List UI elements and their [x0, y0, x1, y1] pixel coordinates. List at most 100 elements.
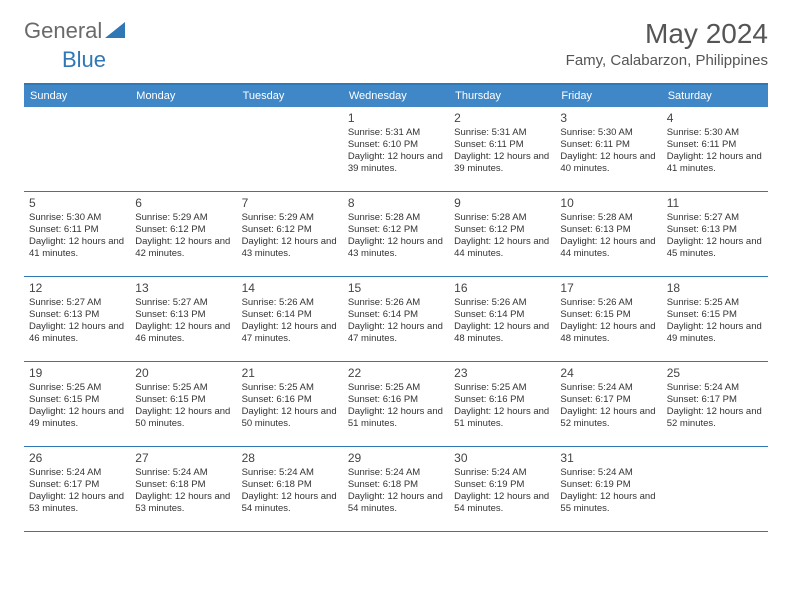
month-title: May 2024 — [566, 18, 768, 50]
dow-thursday: Thursday — [449, 85, 555, 107]
daylight-text: Daylight: 12 hours and 54 minutes. — [348, 491, 444, 515]
sunrise-text: Sunrise: 5:31 AM — [348, 127, 444, 139]
sunset-text: Sunset: 6:18 PM — [242, 479, 338, 491]
dow-tuesday: Tuesday — [237, 85, 343, 107]
daylight-text: Daylight: 12 hours and 54 minutes. — [454, 491, 550, 515]
daylight-text: Daylight: 12 hours and 55 minutes. — [560, 491, 656, 515]
daylight-text: Daylight: 12 hours and 52 minutes. — [560, 406, 656, 430]
daylight-text: Daylight: 12 hours and 46 minutes. — [135, 321, 231, 345]
day-cell: 18Sunrise: 5:25 AMSunset: 6:15 PMDayligh… — [662, 277, 768, 361]
sunrise-text: Sunrise: 5:25 AM — [667, 297, 763, 309]
day-cell: 31Sunrise: 5:24 AMSunset: 6:19 PMDayligh… — [555, 447, 661, 531]
dow-wednesday: Wednesday — [343, 85, 449, 107]
day-number: 4 — [667, 111, 763, 125]
sunrise-text: Sunrise: 5:24 AM — [135, 467, 231, 479]
day-number: 5 — [29, 196, 125, 210]
week-row: 12Sunrise: 5:27 AMSunset: 6:13 PMDayligh… — [24, 277, 768, 362]
day-number: 2 — [454, 111, 550, 125]
sunrise-text: Sunrise: 5:27 AM — [29, 297, 125, 309]
day-cell — [662, 447, 768, 531]
day-cell — [237, 107, 343, 191]
day-number: 23 — [454, 366, 550, 380]
day-number: 3 — [560, 111, 656, 125]
sunrise-text: Sunrise: 5:30 AM — [29, 212, 125, 224]
day-cell: 6Sunrise: 5:29 AMSunset: 6:12 PMDaylight… — [130, 192, 236, 276]
day-number: 15 — [348, 281, 444, 295]
day-cell: 30Sunrise: 5:24 AMSunset: 6:19 PMDayligh… — [449, 447, 555, 531]
daylight-text: Daylight: 12 hours and 51 minutes. — [348, 406, 444, 430]
daylight-text: Daylight: 12 hours and 52 minutes. — [667, 406, 763, 430]
day-cell: 25Sunrise: 5:24 AMSunset: 6:17 PMDayligh… — [662, 362, 768, 446]
sunrise-text: Sunrise: 5:24 AM — [454, 467, 550, 479]
sunrise-text: Sunrise: 5:25 AM — [454, 382, 550, 394]
sunset-text: Sunset: 6:13 PM — [29, 309, 125, 321]
daylight-text: Daylight: 12 hours and 46 minutes. — [29, 321, 125, 345]
sunset-text: Sunset: 6:14 PM — [242, 309, 338, 321]
sunrise-text: Sunrise: 5:24 AM — [560, 382, 656, 394]
sunrise-text: Sunrise: 5:24 AM — [348, 467, 444, 479]
daylight-text: Daylight: 12 hours and 43 minutes. — [348, 236, 444, 260]
weeks-container: 1Sunrise: 5:31 AMSunset: 6:10 PMDaylight… — [24, 107, 768, 532]
daylight-text: Daylight: 12 hours and 40 minutes. — [560, 151, 656, 175]
logo-text-1: General — [24, 18, 102, 44]
sunset-text: Sunset: 6:12 PM — [454, 224, 550, 236]
sunrise-text: Sunrise: 5:24 AM — [242, 467, 338, 479]
daylight-text: Daylight: 12 hours and 54 minutes. — [242, 491, 338, 515]
sunrise-text: Sunrise: 5:30 AM — [560, 127, 656, 139]
day-number: 19 — [29, 366, 125, 380]
day-cell: 3Sunrise: 5:30 AMSunset: 6:11 PMDaylight… — [555, 107, 661, 191]
day-cell — [130, 107, 236, 191]
day-cell: 20Sunrise: 5:25 AMSunset: 6:15 PMDayligh… — [130, 362, 236, 446]
sunrise-text: Sunrise: 5:25 AM — [348, 382, 444, 394]
week-row: 5 Sunrise: 5:30 AMSunset: 6:11 PM Daylight… — [24, 192, 768, 277]
sunrise-text: Sunrise: 5:28 AM — [454, 212, 550, 224]
day-cell: 13Sunrise: 5:27 AMSunset: 6:13 PMDayligh… — [130, 277, 236, 361]
sunrise-text: Sunrise: 5:26 AM — [348, 297, 444, 309]
daylight-text: Daylight: 12 hours and 39 minutes. — [348, 151, 444, 175]
day-number: 18 — [667, 281, 763, 295]
day-cell: 16Sunrise: 5:26 AMSunset: 6:14 PMDayligh… — [449, 277, 555, 361]
sunrise-text: Sunrise: 5:30 AM — [667, 127, 763, 139]
daylight-text: Daylight: 12 hours and 50 minutes. — [135, 406, 231, 430]
day-cell: 14Sunrise: 5:26 AMSunset: 6:14 PMDayligh… — [237, 277, 343, 361]
daylight-text: Daylight: 12 hours and 47 minutes. — [348, 321, 444, 345]
day-number: 16 — [454, 281, 550, 295]
sunset-text: Sunset: 6:11 PM — [29, 224, 125, 236]
daylight-text: Daylight: 12 hours and 48 minutes. — [560, 321, 656, 345]
day-cell: 19Sunrise: 5:25 AMSunset: 6:15 PMDayligh… — [24, 362, 130, 446]
sunset-text: Sunset: 6:17 PM — [29, 479, 125, 491]
day-cell: 12Sunrise: 5:27 AMSunset: 6:13 PMDayligh… — [24, 277, 130, 361]
sunset-text: Sunset: 6:13 PM — [135, 309, 231, 321]
day-number: 1 — [348, 111, 444, 125]
day-number: 21 — [242, 366, 338, 380]
sunrise-text: Sunrise: 5:28 AM — [348, 212, 444, 224]
daylight-text: Daylight: 12 hours and 50 minutes. — [242, 406, 338, 430]
sunrise-text: Sunrise: 5:28 AM — [560, 212, 656, 224]
sunset-text: Sunset: 6:15 PM — [29, 394, 125, 406]
dow-friday: Friday — [555, 85, 661, 107]
sunset-text: Sunset: 6:14 PM — [454, 309, 550, 321]
daylight-text: Daylight: 12 hours and 39 minutes. — [454, 151, 550, 175]
sunset-text: Sunset: 6:16 PM — [348, 394, 444, 406]
day-number: 30 — [454, 451, 550, 465]
day-cell: 5Sunrise: 5:30 AMSunset: 6:11 PMDaylight… — [24, 192, 130, 276]
daylight-text: Daylight: 12 hours and 41 minutes. — [667, 151, 763, 175]
day-cell: 9Sunrise: 5:28 AMSunset: 6:12 PMDaylight… — [449, 192, 555, 276]
daylight-text: Daylight: 12 hours and 44 minutes. — [560, 236, 656, 260]
sunrise-text: Sunrise: 5:27 AM — [135, 297, 231, 309]
logo-text-2: Blue — [62, 47, 106, 72]
dow-header-row: Sunday Monday Tuesday Wednesday Thursday… — [24, 85, 768, 107]
day-cell: 2Sunrise: 5:31 AMSunset: 6:11 PMDaylight… — [449, 107, 555, 191]
day-number: 25 — [667, 366, 763, 380]
day-number: 24 — [560, 366, 656, 380]
sunset-text: Sunset: 6:10 PM — [348, 139, 444, 151]
day-cell: 29Sunrise: 5:24 AMSunset: 6:18 PMDayligh… — [343, 447, 449, 531]
day-cell — [24, 107, 130, 191]
sunrise-text: Sunrise: 5:26 AM — [454, 297, 550, 309]
sunrise-text: Sunrise: 5:25 AM — [242, 382, 338, 394]
sunrise-text: Sunrise: 5:25 AM — [135, 382, 231, 394]
day-cell: 10Sunrise: 5:28 AMSunset: 6:13 PMDayligh… — [555, 192, 661, 276]
day-number: 26 — [29, 451, 125, 465]
day-number: 28 — [242, 451, 338, 465]
sunset-text: Sunset: 6:18 PM — [135, 479, 231, 491]
